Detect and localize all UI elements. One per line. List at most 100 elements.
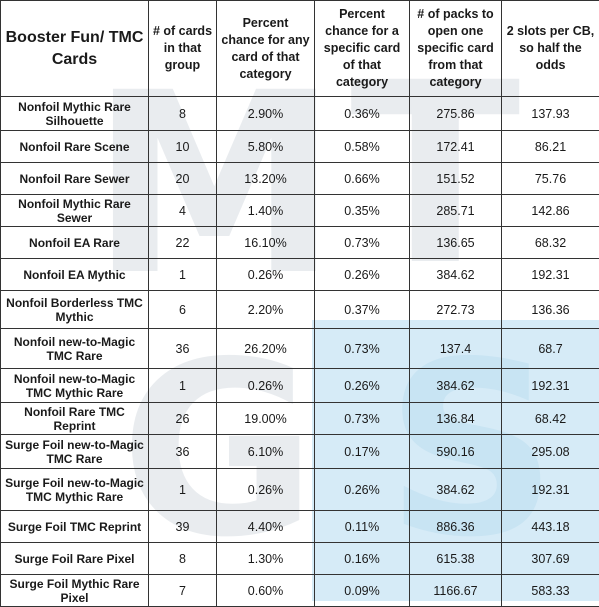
card-count-cell: 4 [149, 195, 217, 227]
card-count-cell: 39 [149, 511, 217, 543]
category-cell: Surge Foil TMC Reprint [1, 511, 149, 543]
any-card-chance-cell: 0.26% [217, 369, 315, 403]
any-card-chance-cell: 16.10% [217, 227, 315, 259]
category-cell: Nonfoil Rare Sewer [1, 163, 149, 195]
specific-card-chance-cell: 0.37% [315, 291, 410, 329]
half-odds-cell: 192.31 [502, 259, 599, 291]
half-odds-cell: 136.36 [502, 291, 599, 329]
any-card-chance-cell: 1.30% [217, 543, 315, 575]
packs-to-open-cell: 285.71 [410, 195, 502, 227]
card-count-cell: 26 [149, 403, 217, 435]
category-cell: Nonfoil Mythic Rare Silhouette [1, 97, 149, 131]
card-count-cell: 1 [149, 469, 217, 511]
category-cell: Nonfoil Rare TMC Reprint [1, 403, 149, 435]
card-count-cell: 8 [149, 543, 217, 575]
specific-card-chance-cell: 0.26% [315, 259, 410, 291]
packs-to-open-cell: 151.52 [410, 163, 502, 195]
category-cell: Surge Foil Mythic Rare Pixel [1, 575, 149, 607]
half-odds-cell: 68.32 [502, 227, 599, 259]
card-count-cell: 7 [149, 575, 217, 607]
specific-card-chance-cell: 0.26% [315, 469, 410, 511]
half-odds-cell: 86.21 [502, 131, 599, 163]
specific-card-chance-cell: 0.09% [315, 575, 410, 607]
packs-to-open-cell: 590.16 [410, 435, 502, 469]
any-card-chance-cell: 2.90% [217, 97, 315, 131]
header-packs-to-open: # of packs to open one specific card fro… [410, 1, 502, 97]
category-cell: Nonfoil new-to-Magic TMC Rare [1, 329, 149, 369]
card-count-cell: 1 [149, 259, 217, 291]
card-count-cell: 1 [149, 369, 217, 403]
packs-to-open-cell: 384.62 [410, 369, 502, 403]
packs-to-open-cell: 136.84 [410, 403, 502, 435]
half-odds-cell: 68.7 [502, 329, 599, 369]
half-odds-cell: 307.69 [502, 543, 599, 575]
category-cell: Nonfoil Mythic Rare Sewer [1, 195, 149, 227]
any-card-chance-cell: 0.60% [217, 575, 315, 607]
specific-card-chance-cell: 0.73% [315, 227, 410, 259]
packs-to-open-cell: 615.38 [410, 543, 502, 575]
specific-card-chance-cell: 0.16% [315, 543, 410, 575]
half-odds-cell: 443.18 [502, 511, 599, 543]
header-row: Booster Fun/ TMC Cards # of cards in tha… [1, 1, 599, 97]
category-cell: Nonfoil Borderless TMC Mythic [1, 291, 149, 329]
any-card-chance-cell: 13.20% [217, 163, 315, 195]
packs-to-open-cell: 886.36 [410, 511, 502, 543]
packs-to-open-cell: 137.4 [410, 329, 502, 369]
header-specific-card-chance: Percent chance for a specific card of th… [315, 1, 410, 97]
card-count-cell: 10 [149, 131, 217, 163]
any-card-chance-cell: 1.40% [217, 195, 315, 227]
half-odds-cell: 142.86 [502, 195, 599, 227]
card-count-cell: 36 [149, 329, 217, 369]
half-odds-cell: 583.33 [502, 575, 599, 607]
specific-card-chance-cell: 0.73% [315, 329, 410, 369]
packs-to-open-cell: 384.62 [410, 259, 502, 291]
specific-card-chance-cell: 0.73% [315, 403, 410, 435]
header-half-odds: 2 slots per CB, so half the odds [502, 1, 599, 97]
half-odds-cell: 137.93 [502, 97, 599, 131]
category-cell: Surge Foil Rare Pixel [1, 543, 149, 575]
half-odds-cell: 295.08 [502, 435, 599, 469]
header-category: Booster Fun/ TMC Cards [1, 1, 149, 97]
category-cell: Nonfoil EA Mythic [1, 259, 149, 291]
specific-card-chance-cell: 0.11% [315, 511, 410, 543]
any-card-chance-cell: 0.26% [217, 259, 315, 291]
card-count-cell: 20 [149, 163, 217, 195]
header-card-count: # of cards in that group [149, 1, 217, 97]
any-card-chance-cell: 26.20% [217, 329, 315, 369]
any-card-chance-cell: 5.80% [217, 131, 315, 163]
any-card-chance-cell: 6.10% [217, 435, 315, 469]
half-odds-cell: 75.76 [502, 163, 599, 195]
header-any-card-chance: Percent chance for any card of that cate… [217, 1, 315, 97]
any-card-chance-cell: 0.26% [217, 469, 315, 511]
packs-to-open-cell: 172.41 [410, 131, 502, 163]
card-count-cell: 22 [149, 227, 217, 259]
packs-to-open-cell: 136.65 [410, 227, 502, 259]
packs-to-open-cell: 275.86 [410, 97, 502, 131]
specific-card-chance-cell: 0.66% [315, 163, 410, 195]
category-cell: Surge Foil new-to-Magic TMC Rare [1, 435, 149, 469]
any-card-chance-cell: 19.00% [217, 403, 315, 435]
packs-to-open-cell: 1166.67 [410, 575, 502, 607]
packs-to-open-cell: 272.73 [410, 291, 502, 329]
packs-to-open-cell: 384.62 [410, 469, 502, 511]
specific-card-chance-cell: 0.26% [315, 369, 410, 403]
half-odds-cell: 192.31 [502, 469, 599, 511]
half-odds-cell: 68.42 [502, 403, 599, 435]
specific-card-chance-cell: 0.17% [315, 435, 410, 469]
any-card-chance-cell: 4.40% [217, 511, 315, 543]
any-card-chance-cell: 2.20% [217, 291, 315, 329]
category-cell: Nonfoil EA Rare [1, 227, 149, 259]
specific-card-chance-cell: 0.35% [315, 195, 410, 227]
card-count-cell: 6 [149, 291, 217, 329]
